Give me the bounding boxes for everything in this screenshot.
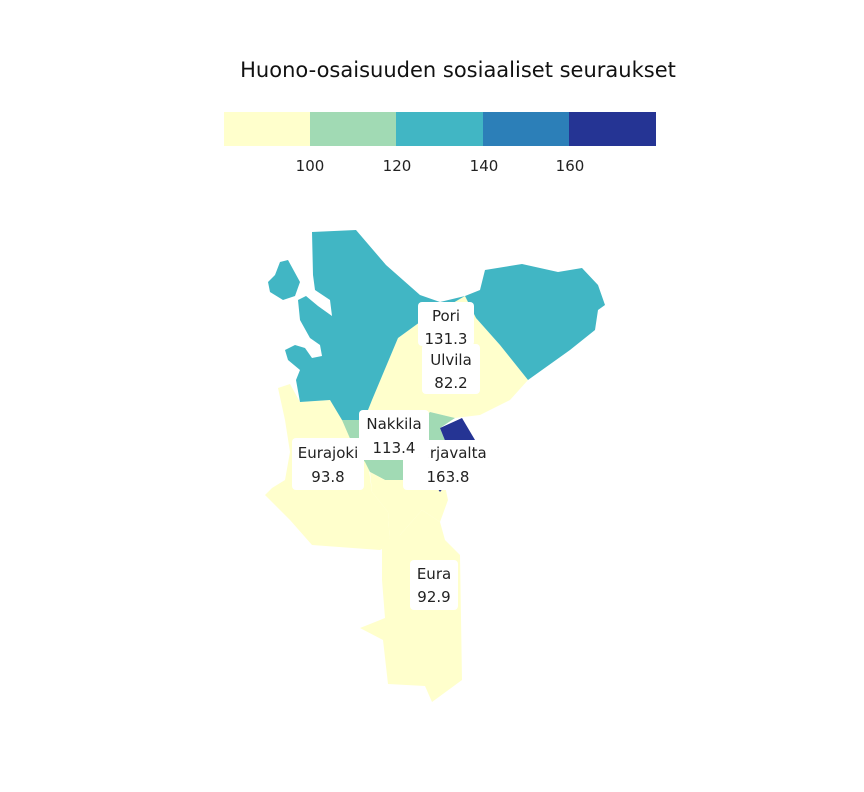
label-nakkila-name: Nakkila	[366, 415, 421, 433]
legend: 100 120 140 160	[224, 112, 656, 175]
label-eurajoki: Eurajoki 93.8	[292, 438, 364, 490]
region-pori-island[interactable]	[268, 260, 300, 300]
label-eura-name: Eura	[417, 565, 451, 583]
region-pori[interactable]	[285, 230, 605, 420]
region-labels: Pori 131.3 Ulvila 82.2 Harjavalta 163.8 …	[292, 302, 495, 610]
label-ulvila-name: Ulvila	[430, 351, 472, 369]
legend-tick-120: 120	[383, 157, 412, 175]
label-eura-box	[410, 560, 458, 610]
legend-tick-140: 140	[470, 157, 499, 175]
legend-tick-160: 160	[556, 157, 585, 175]
label-nakkila: Nakkila 113.4	[359, 410, 429, 460]
label-eura-value: 92.9	[417, 588, 450, 606]
label-ulvila-box	[422, 344, 480, 394]
label-nakkila-box	[359, 410, 429, 460]
label-ulvila: Ulvila 82.2	[422, 344, 480, 394]
label-ulvila-value: 82.2	[434, 374, 467, 392]
label-pori-value: 131.3	[425, 330, 468, 348]
label-eurajoki-value: 93.8	[311, 468, 344, 486]
legend-bin-3	[396, 112, 484, 146]
legend-tick-100: 100	[296, 157, 325, 175]
label-eurajoki-name: Eurajoki	[298, 444, 359, 462]
map-title: Huono-osaisuuden sosiaaliset seuraukset	[240, 58, 676, 82]
label-eurajoki-box	[292, 438, 364, 490]
label-pori-name: Pori	[432, 307, 460, 325]
label-harjavalta-value: 163.8	[427, 468, 470, 486]
legend-bin-4	[483, 112, 570, 146]
label-eura: Eura 92.9	[410, 560, 458, 610]
legend-bin-1	[224, 112, 311, 146]
legend-bin-5	[569, 112, 656, 146]
legend-bin-2	[310, 112, 397, 146]
label-nakkila-value: 113.4	[373, 439, 416, 457]
label-pori: Pori 131.3	[418, 302, 474, 348]
label-pori-box	[418, 302, 474, 346]
